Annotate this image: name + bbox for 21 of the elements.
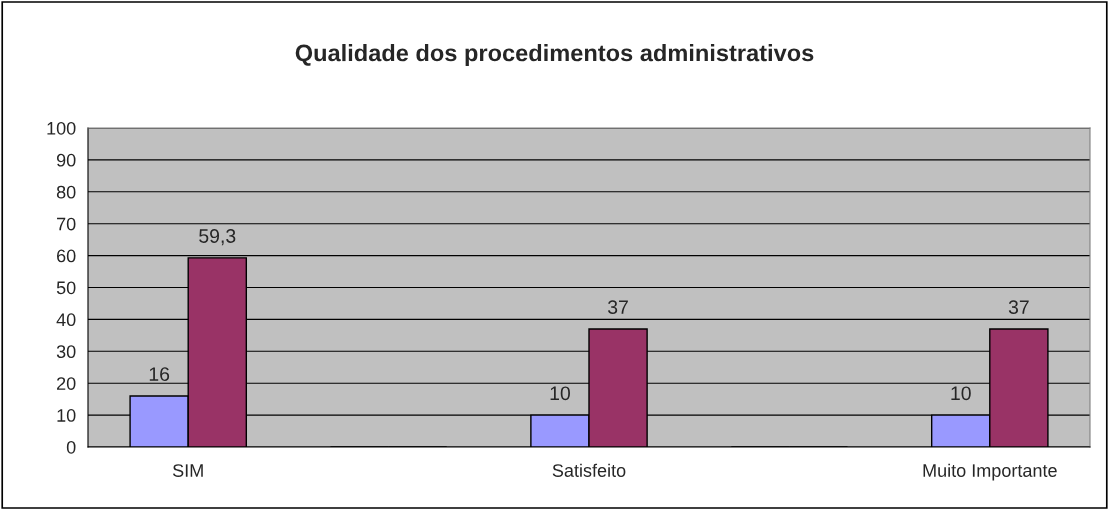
data-label: 16 xyxy=(149,367,170,382)
y-tick-label: 30 xyxy=(56,345,76,359)
data-label: 10 xyxy=(550,386,570,401)
data-label: 37 xyxy=(1008,300,1029,315)
data-label: 37 xyxy=(607,300,628,315)
data-label: 59,3 xyxy=(199,229,236,246)
y-tick-label: 20 xyxy=(57,377,76,390)
chart-title: Qualidade dos procedimentos administrativos xyxy=(295,44,814,66)
y-tick-label: 50 xyxy=(56,281,76,295)
data-label: 10 xyxy=(951,386,971,401)
y-tick-label: 90 xyxy=(56,153,76,167)
y-tick-label: 0 xyxy=(66,440,76,454)
x-tick-label: Satisfeito xyxy=(552,463,626,477)
y-tick-label: 70 xyxy=(57,217,76,231)
x-tick-label: SIM xyxy=(172,464,203,477)
x-tick-label: Muito Importante xyxy=(923,463,1057,481)
y-tick-label: 60 xyxy=(57,249,76,263)
y-tick-label: 40 xyxy=(56,313,76,327)
y-tick-label: 10 xyxy=(57,409,76,422)
y-tick-label: 80 xyxy=(56,185,76,199)
y-tick-label: 100 xyxy=(47,121,76,135)
